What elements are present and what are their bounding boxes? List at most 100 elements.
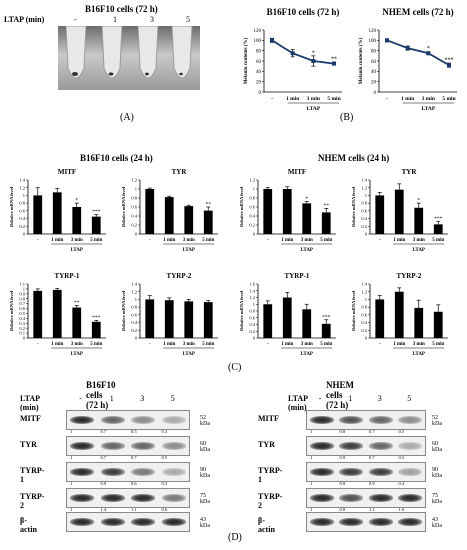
blot-band	[339, 494, 364, 502]
y-tick-label: 0.6	[131, 312, 137, 317]
y-tick-label: 1	[365, 193, 367, 198]
significance-mark: ***	[92, 315, 101, 321]
blot-band	[161, 442, 186, 450]
quant-value: 1	[310, 507, 313, 512]
y-tick-label: 0.4	[131, 214, 137, 219]
y-tick-label: 40	[371, 70, 377, 75]
y-tick-label: 0.8	[361, 201, 367, 206]
y-tick-label: 1.2	[361, 289, 367, 294]
blot-strip	[306, 488, 426, 508]
x-tick-label: 3 min	[301, 342, 313, 347]
y-tick-label: 0.3	[19, 321, 25, 326]
blot-lane-label: 5	[170, 394, 175, 403]
x-group-label: LTAP	[300, 248, 313, 253]
y-tick-label: 1.2	[249, 178, 255, 183]
x-tick-label: 3 min	[183, 342, 195, 347]
x-tick-label: -	[267, 342, 269, 347]
blot-band	[161, 518, 186, 526]
y-axis-label: Melanin contents (%)	[359, 37, 364, 84]
y-tick-label: 1.4	[361, 282, 367, 287]
quant-value: 1	[70, 481, 73, 486]
y-tick-label: 0.4	[19, 216, 25, 221]
y-tick-label: 0.8	[249, 196, 255, 201]
x-tick-label: -	[271, 96, 273, 102]
y-tick-label: 1	[135, 297, 137, 302]
y-tick-label: 1	[23, 287, 25, 292]
y-tick-label: 0.4	[249, 214, 255, 219]
blot-band	[398, 416, 423, 424]
x-tick-label: 3 min	[413, 342, 425, 347]
y-axis-label: Relative mRNA level	[121, 290, 126, 331]
significance-mark: ***	[445, 58, 454, 64]
significance-mark: *	[312, 50, 315, 56]
y-tick-label: 1	[23, 193, 25, 198]
y-axis-label: Relative mRNA level	[239, 290, 244, 331]
mrna-chart-title: TYRP-1	[285, 272, 310, 280]
blot-strip	[66, 488, 190, 508]
x-tick-label: 5 min	[320, 342, 332, 347]
mrna-bar	[302, 203, 312, 234]
y-tick-label: 0.2	[361, 328, 367, 333]
x-tick-label: 1 min	[163, 342, 175, 347]
panel-c-label: (C)	[228, 362, 242, 373]
blot-title: B16F10 cells (72 h)	[86, 380, 116, 410]
blot-band	[131, 468, 156, 476]
mrna-bar	[282, 297, 292, 338]
y-tick-label: 1.4	[249, 288, 255, 293]
mrna-bar	[433, 311, 443, 338]
y-tick-label: 0.2	[131, 328, 137, 333]
kda-label: 75 kDa	[432, 493, 442, 505]
pellet-1	[72, 72, 78, 76]
significance-mark: **	[206, 202, 212, 208]
data-point	[290, 51, 295, 56]
mrna-bar	[91, 321, 101, 338]
mrna-chart-title: TYR	[402, 168, 418, 176]
x-tick-label: 5 min	[327, 96, 340, 102]
mrna-bar	[203, 210, 213, 234]
melanin-chart-1: B16F10 cells (72 h) 0 20 40 60 80 100 120 Melani…	[244, 7, 342, 112]
y-tick-label: 1	[253, 302, 255, 307]
x-tick-label: -	[379, 238, 381, 243]
y-tick-label: 0	[23, 336, 26, 341]
blot-band	[70, 442, 95, 450]
blot-band	[368, 416, 393, 424]
y-tick-label: 0	[253, 336, 256, 341]
y-tick-label: 0.9	[19, 291, 25, 296]
y-tick-label: 0.2	[131, 223, 137, 228]
blot-band	[161, 494, 186, 502]
y-tick-label: 1.2	[361, 185, 367, 190]
data-point	[270, 38, 274, 43]
blot-strip	[306, 462, 426, 482]
mrna-bar	[72, 207, 82, 234]
significance-mark: *	[427, 46, 430, 52]
blot-band	[368, 468, 393, 476]
blot-band	[131, 416, 156, 424]
y-tick-label: 0	[253, 232, 256, 237]
panel-b-label: (B)	[340, 112, 354, 123]
y-tick-label: 20	[371, 80, 377, 85]
panel-b-svg: B16F10 cells (72 h) 0 20 40 60 80 100 120 Melani…	[244, 7, 457, 112]
pellet-4	[179, 72, 183, 76]
blot-band	[131, 494, 156, 502]
x-tick-label: 1 min	[393, 342, 405, 347]
x-tick-label: 1 min	[281, 342, 293, 347]
mrna-bar	[414, 307, 424, 338]
y-axis-label: Relative mRNA level	[351, 290, 356, 331]
y-tick-label: 120	[254, 29, 262, 34]
panel-d-label: (D)	[228, 532, 242, 543]
y-tick-label: 100	[254, 39, 262, 44]
y-tick-label: 120	[369, 29, 377, 34]
blot-band	[161, 416, 186, 424]
tube-1	[65, 25, 87, 79]
mrna-chart-7: TYRP-1 0 0.2 0.4 0.60.8 1 1.2 1.41.6 Relative mR…	[239, 272, 336, 357]
blot-band	[100, 442, 125, 450]
mrna-bar	[164, 300, 174, 338]
blot-strip	[306, 410, 426, 430]
y-axis-label: Relative mRNA level	[9, 186, 14, 227]
blot-strip	[66, 410, 190, 430]
y-axis-label: Relative mRNA level	[351, 186, 356, 227]
kda-label: 52 kDa	[200, 415, 210, 427]
x-tick-label: 5 min	[442, 96, 455, 102]
mrna-chart-1: MITF 0 0.2 0.4 0.6 0.8 1 1.2 1.4 Relative mRNA le…	[9, 168, 106, 253]
y-tick-label: 1	[253, 187, 255, 192]
